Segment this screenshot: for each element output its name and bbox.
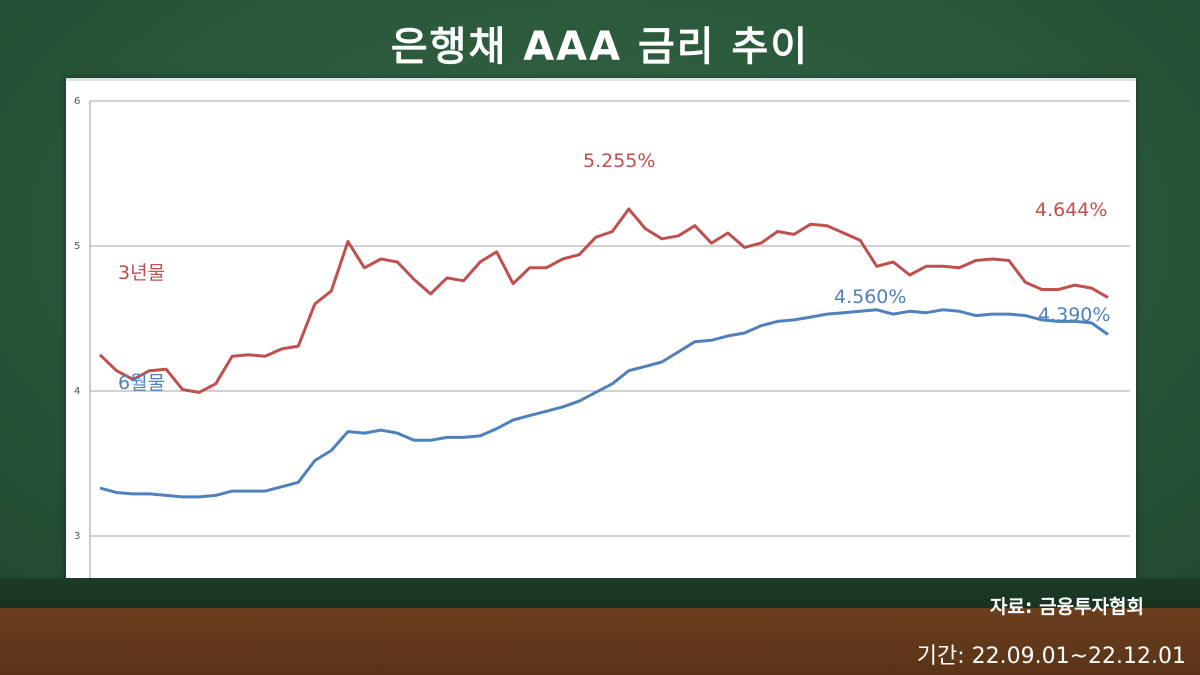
wooden-frame bbox=[0, 608, 1200, 675]
peak-label-3y: 5.255% bbox=[583, 150, 655, 172]
peak-label-6m: 4.560% bbox=[834, 286, 906, 308]
y-tick-label: 5 bbox=[74, 241, 80, 252]
line-chart: 65432 3년물 6월물 5.255% 4.644% 4.560% 4.390… bbox=[74, 96, 1130, 581]
series-line-6m bbox=[99, 308, 1109, 499]
end-label-3y: 4.644% bbox=[1035, 199, 1107, 221]
source-note: 자료: 금융투자협회 bbox=[989, 596, 1144, 618]
y-tick-label: 4 bbox=[74, 386, 80, 397]
series-label-6m: 6월물 bbox=[118, 372, 165, 394]
grid-layer: 65432 bbox=[74, 96, 1130, 581]
period-note: 기간: 22.09.01~22.12.01 bbox=[916, 644, 1186, 669]
chart-panel: 65432 3년물 6월물 5.255% 4.644% 4.560% 4.390… bbox=[66, 78, 1136, 581]
y-tick-label: 3 bbox=[74, 531, 80, 542]
end-label-6m: 4.390% bbox=[1038, 304, 1110, 326]
y-tick-label: 6 bbox=[74, 96, 80, 107]
page-title: 은행채 AAA 금리 추이 bbox=[390, 24, 810, 70]
series-layer bbox=[98, 207, 1109, 499]
series-line-3y bbox=[98, 207, 1109, 394]
series-label-3y: 3년물 bbox=[118, 262, 165, 284]
chalk-ledge bbox=[0, 578, 1200, 610]
